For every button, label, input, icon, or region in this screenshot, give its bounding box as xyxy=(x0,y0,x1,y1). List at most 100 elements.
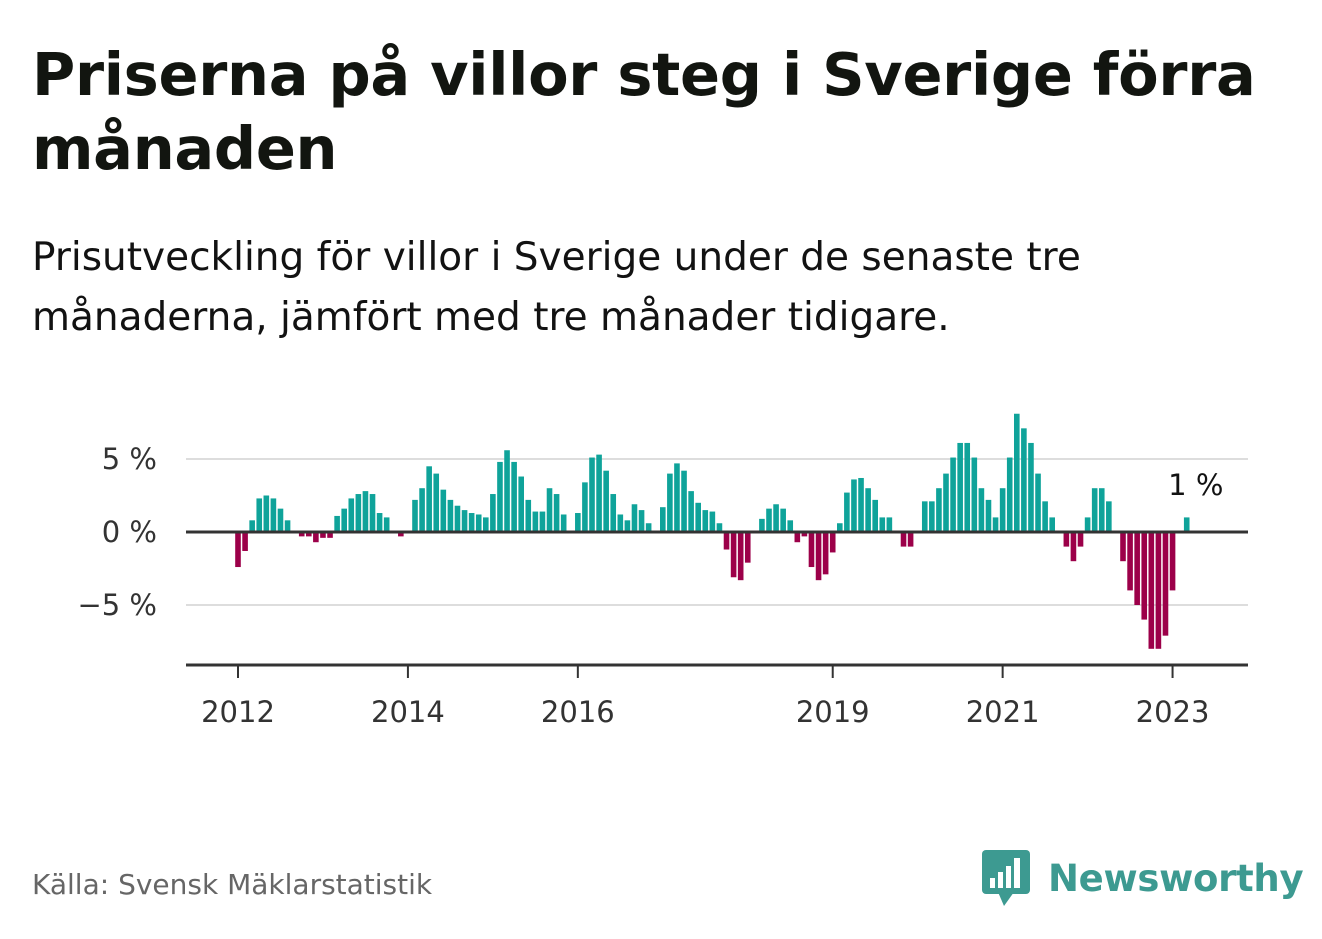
bar xyxy=(270,498,277,532)
bar xyxy=(1042,501,1048,532)
bar xyxy=(950,457,956,532)
bar-series xyxy=(235,413,1190,649)
bar xyxy=(872,499,878,532)
source-note: Källa: Svensk Mäklarstatistik xyxy=(32,868,433,901)
bar xyxy=(1169,532,1176,591)
bar xyxy=(971,457,978,532)
x-tick-label: 2014 xyxy=(371,695,445,729)
bar xyxy=(964,442,971,532)
bar xyxy=(865,488,871,532)
bar xyxy=(773,504,779,532)
bar xyxy=(695,502,701,532)
bar xyxy=(348,498,355,532)
bar xyxy=(879,517,886,532)
bar xyxy=(440,489,447,532)
bar xyxy=(801,532,808,537)
bar xyxy=(1155,532,1162,649)
bar xyxy=(383,517,390,532)
bar xyxy=(589,457,595,532)
bar xyxy=(1049,517,1055,532)
bar xyxy=(943,473,949,532)
bar xyxy=(999,488,1006,532)
bar xyxy=(716,523,723,532)
bar xyxy=(1084,517,1091,532)
bar xyxy=(433,473,440,532)
bar xyxy=(815,532,822,581)
bar xyxy=(617,514,624,532)
bar xyxy=(504,450,510,532)
bar xyxy=(730,532,737,578)
x-tick-label: 2019 xyxy=(796,695,870,729)
bar xyxy=(334,515,340,532)
bar xyxy=(660,507,666,532)
y-tick-label: −5 % xyxy=(77,588,157,622)
brand-name: Newsworthy xyxy=(1048,856,1304,900)
bar xyxy=(667,473,673,532)
bar xyxy=(787,520,794,532)
y-tick-label: 5 % xyxy=(102,442,157,476)
gridlines xyxy=(186,458,1248,606)
bar xyxy=(546,488,553,532)
bar xyxy=(277,508,284,532)
bar-chart: 5 % 0 % −5 % 2012 2014 2016 2019 2021 2023 1 % xyxy=(77,413,1248,729)
bar xyxy=(957,442,963,532)
chart-subtitle: Prisutveckling för villor i Sverige unde… xyxy=(32,235,1081,340)
bar xyxy=(1077,532,1084,547)
bar xyxy=(320,532,326,538)
bar xyxy=(759,518,765,532)
x-tick-label: 2016 xyxy=(541,695,615,729)
bar xyxy=(419,488,425,532)
bar xyxy=(249,520,255,532)
chart-title: Priserna på villor steg i Sverige förra … xyxy=(32,40,1256,183)
bar xyxy=(1021,428,1027,532)
bar xyxy=(985,499,992,532)
bar xyxy=(525,499,532,532)
bar xyxy=(1014,413,1020,532)
bar xyxy=(560,514,567,532)
bar xyxy=(766,508,772,532)
axes xyxy=(186,530,1248,678)
bar xyxy=(822,532,829,575)
bar xyxy=(518,476,524,532)
bar xyxy=(1141,532,1148,620)
bar xyxy=(341,508,347,532)
bar xyxy=(1063,532,1070,547)
brand-logo: Newsworthy xyxy=(980,848,1304,908)
x-tick-label: 2012 xyxy=(201,695,275,729)
bar xyxy=(624,520,631,532)
bar xyxy=(461,510,468,532)
bar xyxy=(794,532,801,543)
x-tick-label: 2023 xyxy=(1136,695,1210,729)
bar xyxy=(638,510,645,532)
bar xyxy=(1098,488,1105,532)
bar xyxy=(1006,457,1013,532)
bar xyxy=(900,532,907,547)
bar xyxy=(468,513,475,532)
bar xyxy=(426,466,432,532)
bar xyxy=(313,532,319,543)
bar xyxy=(1070,532,1077,562)
bar xyxy=(1120,532,1126,562)
bar xyxy=(1148,532,1155,649)
bar xyxy=(780,508,786,532)
bar xyxy=(737,532,744,581)
bar xyxy=(851,479,857,532)
bar xyxy=(723,532,730,550)
bar xyxy=(1028,442,1034,532)
bar xyxy=(454,505,461,532)
bar xyxy=(398,532,404,537)
bar xyxy=(844,492,850,532)
bar xyxy=(327,532,333,538)
bar xyxy=(596,454,602,532)
bar xyxy=(575,513,581,532)
bar xyxy=(369,494,376,532)
bar xyxy=(298,532,305,537)
bar xyxy=(829,532,836,553)
bar xyxy=(1162,532,1169,636)
bar-chart-bubble-icon xyxy=(982,850,1030,906)
bar xyxy=(929,501,935,532)
bar xyxy=(447,499,454,532)
bar xyxy=(376,513,383,532)
bar xyxy=(837,523,843,532)
bar xyxy=(235,532,241,568)
